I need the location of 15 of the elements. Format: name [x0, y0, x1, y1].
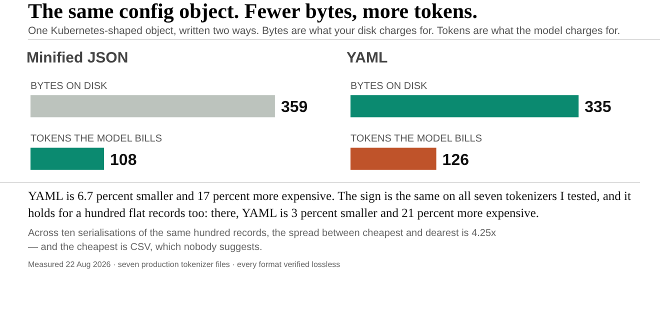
- data-label: 359: [280, 99, 308, 116]
- y-tick-label: BYTES ON DISK: [350, 81, 428, 92]
- data-label: 108: [110, 152, 137, 169]
- text: The same config object. Fewer bytes, more tokens.: [28, 0, 478, 23]
- text: Measured 22 Aug 2026 · seven production tokenizer files · every format verified lossless: [28, 260, 340, 270]
- text: One Kubernetes-shaped object, written two ways. Bytes are what your disk charges for. Tokens are what the model charges for.: [28, 24, 620, 39]
- data-label: 126: [442, 152, 470, 169]
- chart-title: YAML: [346, 50, 388, 66]
- text: YAML is 6.7 percent smaller and 17 percent more expensive. The sign is the same on all seven tokenizers I tested, and it holds for a hundred flat records too: there, YAML is 3 percent smaller and 21 percent more expensive.: [28, 188, 632, 222]
- y-tick-label: TOKENS THE MODEL BILLS: [30, 134, 162, 145]
- y-tick-label: BYTES ON DISK: [30, 81, 108, 92]
- text: Across ten serialisations of the same hundred records, the spread between cheapest and dearest is 4.25x — and the cheapest is CSV, which nobody suggests.: [28, 227, 498, 255]
- chart-title: Minified JSON: [26, 50, 128, 66]
- y-tick-label: TOKENS THE MODEL BILLS: [350, 134, 482, 145]
- data-label: 335: [584, 99, 612, 116]
